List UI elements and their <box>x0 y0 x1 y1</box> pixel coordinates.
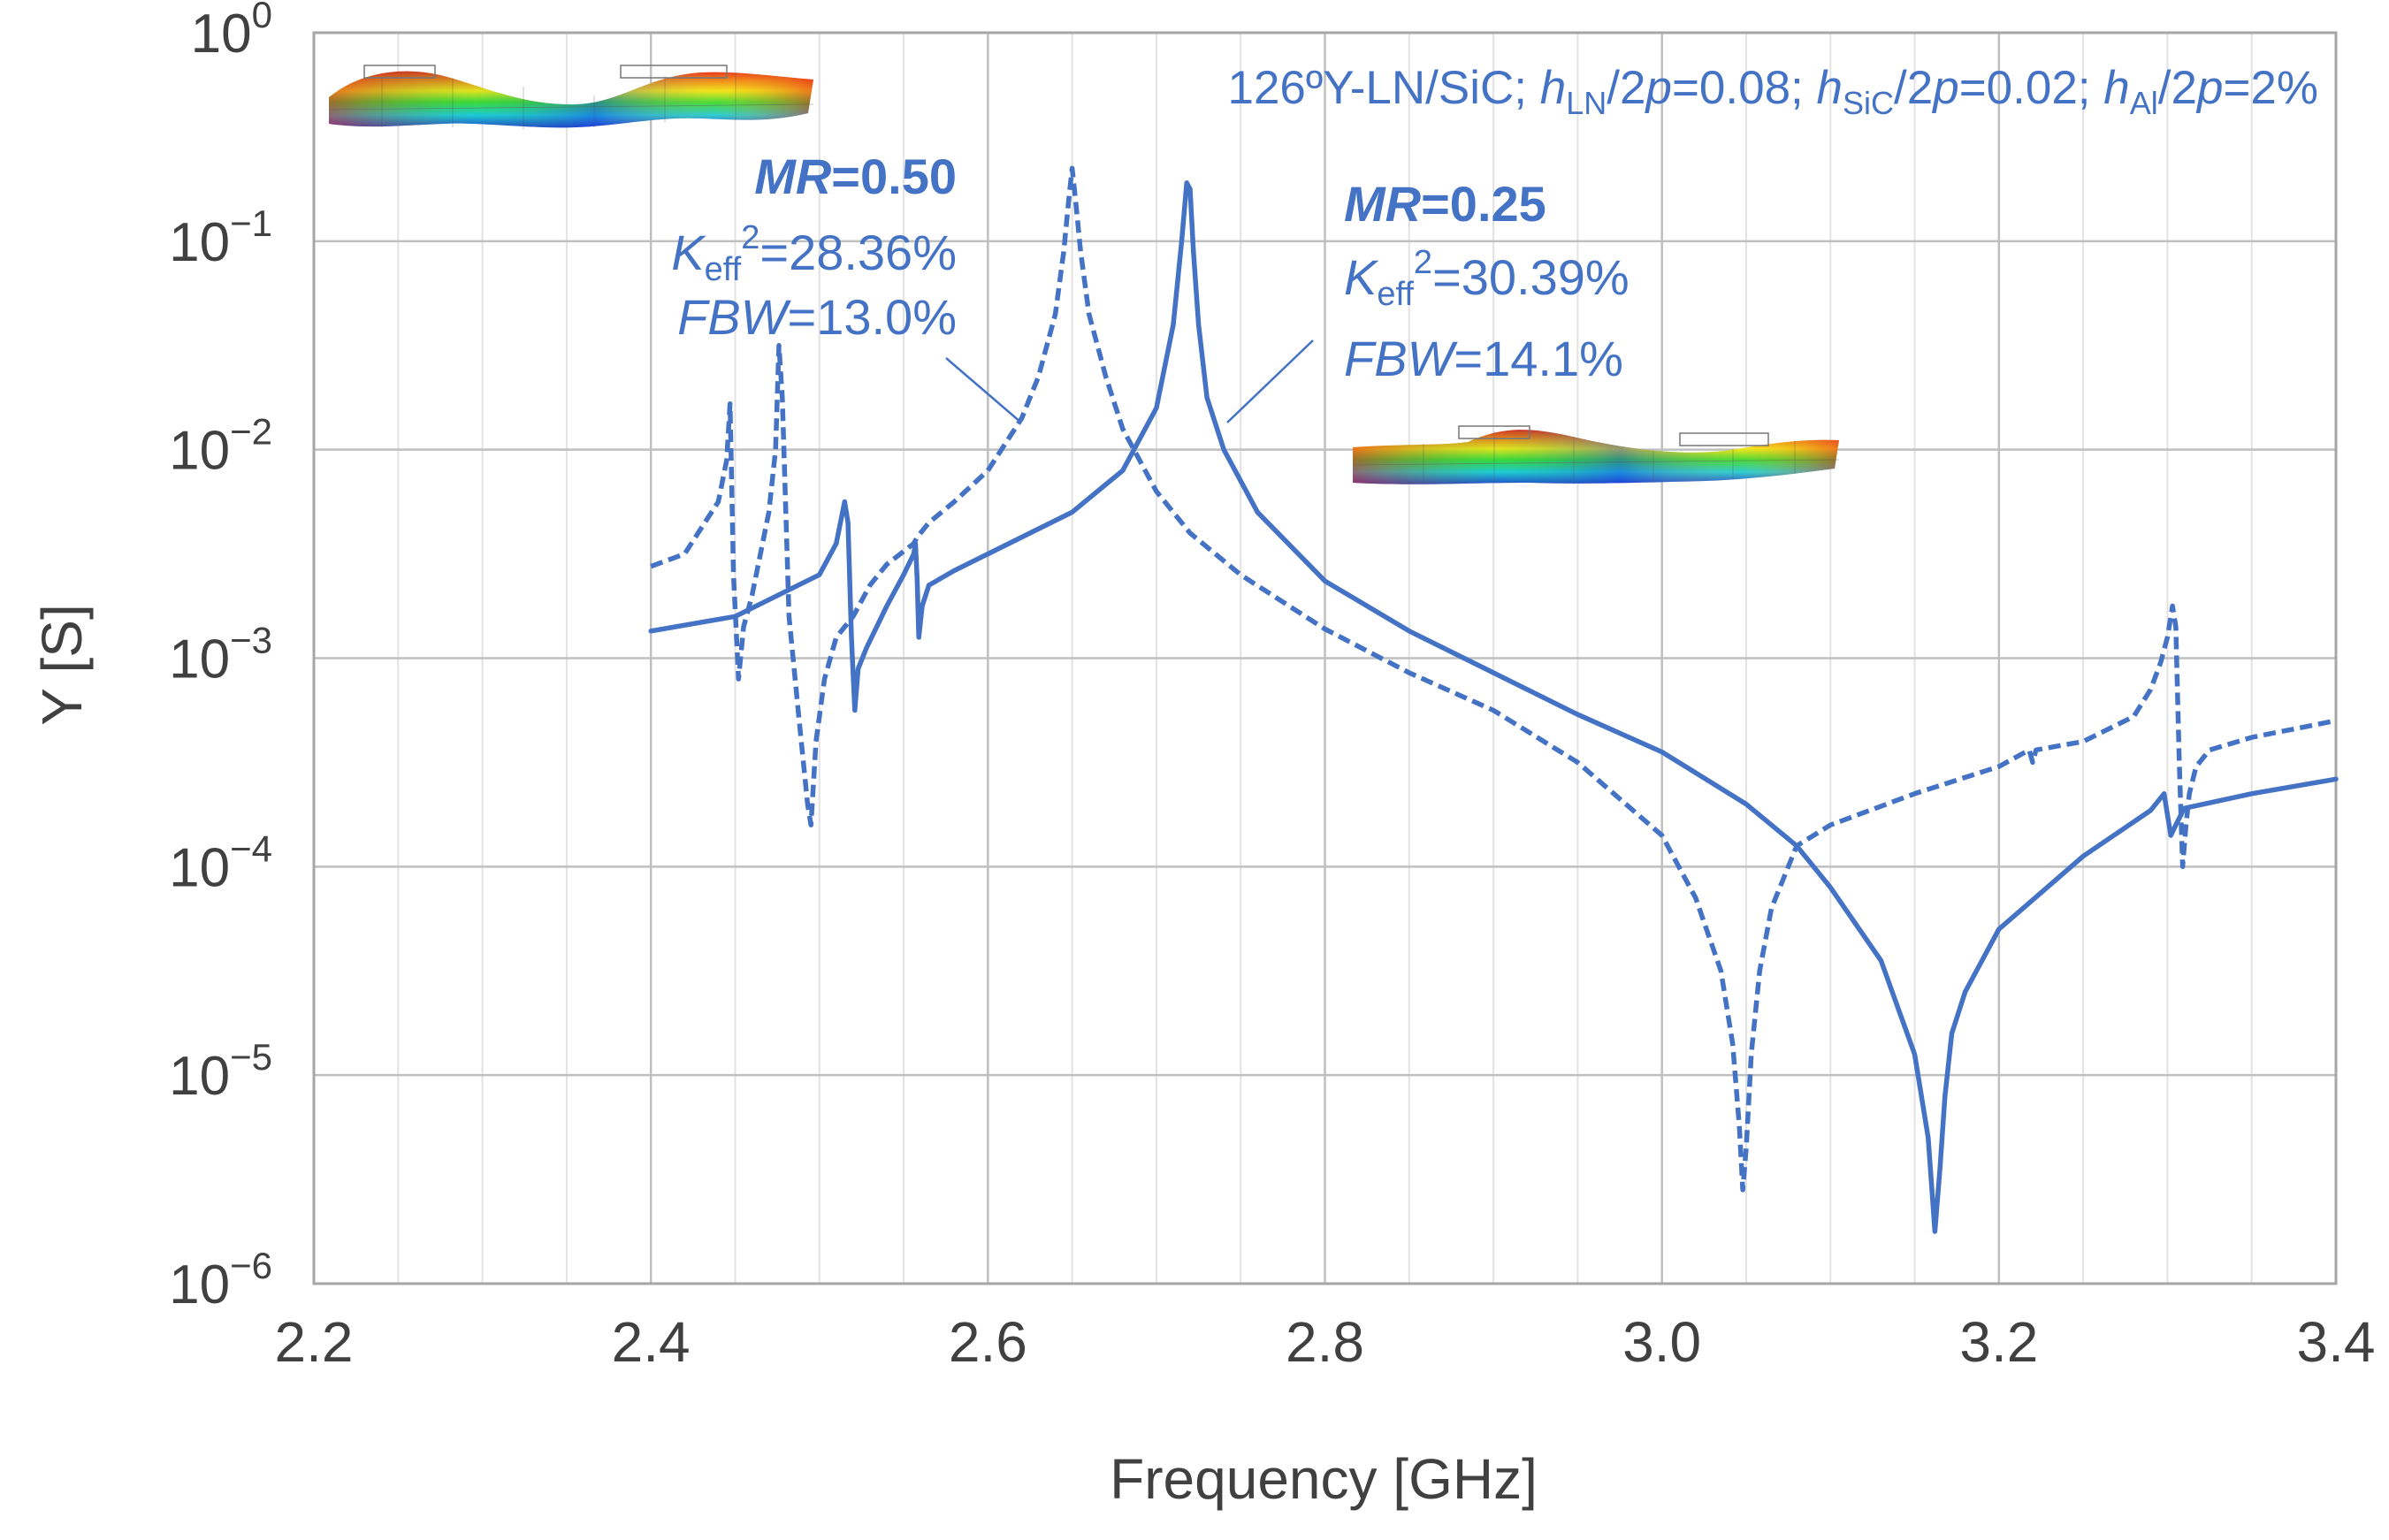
mr025-keff: Keff2=30.39% <box>1344 244 1630 313</box>
major-gridlines <box>312 31 2338 1285</box>
fem-mode-shape-mr025-image <box>1352 425 1840 484</box>
mr025-fbw: FBW=14.1% <box>1344 331 1623 386</box>
mr050-annotation: MR=0.50 Keff2=28.36% FBW=13.0% <box>671 149 957 345</box>
y-tick-label: 10−6 <box>169 1245 272 1315</box>
mr050-fbw: FBW=13.0% <box>677 289 957 345</box>
x-tick-label: 3.0 <box>1622 1310 1701 1374</box>
mr025-annotation: MR=0.25 Keff2=30.39% FBW=14.1% <box>1344 176 1630 386</box>
y-tick-label: 10−3 <box>169 620 272 690</box>
mr025-leader-line <box>1226 339 1314 423</box>
y-axis-title: Y [S] <box>30 604 94 726</box>
x-axis-title: Frequency [GHz] <box>1110 1447 1538 1511</box>
x-tick-label: 2.8 <box>1286 1310 1364 1374</box>
series-layer <box>648 165 2339 1234</box>
plot-area-border <box>312 31 2338 1285</box>
y-tick-label: 10−1 <box>169 202 272 273</box>
series-mr025-solid-line <box>648 180 2339 1234</box>
x-tick-label: 3.4 <box>2297 1310 2376 1374</box>
x-tick-label: 2.4 <box>612 1310 691 1374</box>
mr025-title: MR=0.25 <box>1344 176 1546 232</box>
y-tick-labels: 100 10−1 10−2 10−3 10−4 10−5 10−6 <box>169 0 272 1315</box>
y-tick-label: 100 <box>191 0 272 65</box>
mr050-keff: Keff2=28.36% <box>671 219 957 288</box>
y-tick-label: 10−2 <box>169 411 272 482</box>
x-tick-labels: 2.2 2.4 2.6 2.8 3.0 3.2 3.4 <box>275 1310 2376 1374</box>
mr050-title: MR=0.50 <box>754 149 957 204</box>
x-tick-label: 2.2 <box>275 1310 354 1374</box>
y-tick-label: 10−5 <box>169 1036 272 1107</box>
y-tick-label: 10−4 <box>169 827 272 898</box>
series-mr050-dashed-line <box>650 165 2337 1193</box>
parameters-header: 126ºY-LN/SiC; hLN/2p=0.08; hSiC/2p=0.02;… <box>1227 62 2318 121</box>
x-tick-label: 2.6 <box>949 1310 1027 1374</box>
mr050-leader-line <box>945 357 1022 423</box>
fem-mode-shape-mr050-image <box>328 65 814 129</box>
x-tick-label: 3.2 <box>1959 1310 2038 1374</box>
